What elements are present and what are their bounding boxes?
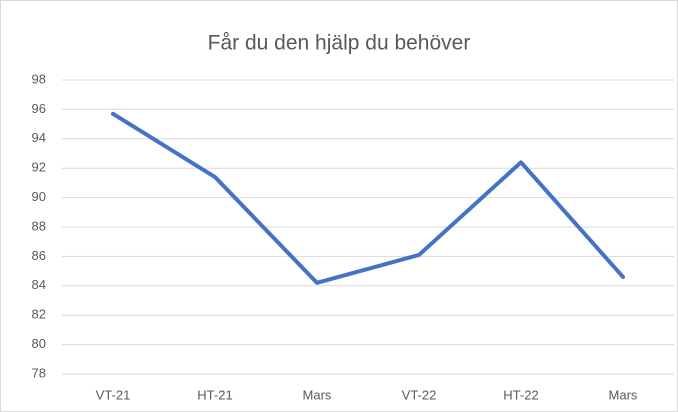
x-tick-label: VT-22 [402, 387, 437, 402]
x-tick-label: HT-21 [197, 387, 232, 402]
x-tick-label: HT-22 [503, 387, 538, 402]
y-tick-label: 98 [32, 71, 46, 86]
y-tick-label: 96 [32, 101, 46, 116]
y-tick-label: 84 [32, 277, 46, 292]
y-tick-label: 82 [32, 307, 46, 322]
y-tick-label: 78 [32, 365, 46, 380]
y-tick-label: 90 [32, 189, 46, 204]
chart-title: Får du den hjälp du behöver [208, 32, 471, 55]
data-line [111, 111, 625, 285]
x-tick-label: Mars [303, 387, 332, 402]
x-tick-label: VT-21 [96, 387, 131, 402]
y-tick-label: 94 [32, 130, 46, 145]
y-tick-label: 80 [32, 336, 46, 351]
x-tick-label: Mars [609, 387, 638, 402]
y-tick-label: 86 [32, 248, 46, 263]
y-tick-label: 92 [32, 160, 46, 175]
y-tick-label: 88 [32, 218, 46, 233]
